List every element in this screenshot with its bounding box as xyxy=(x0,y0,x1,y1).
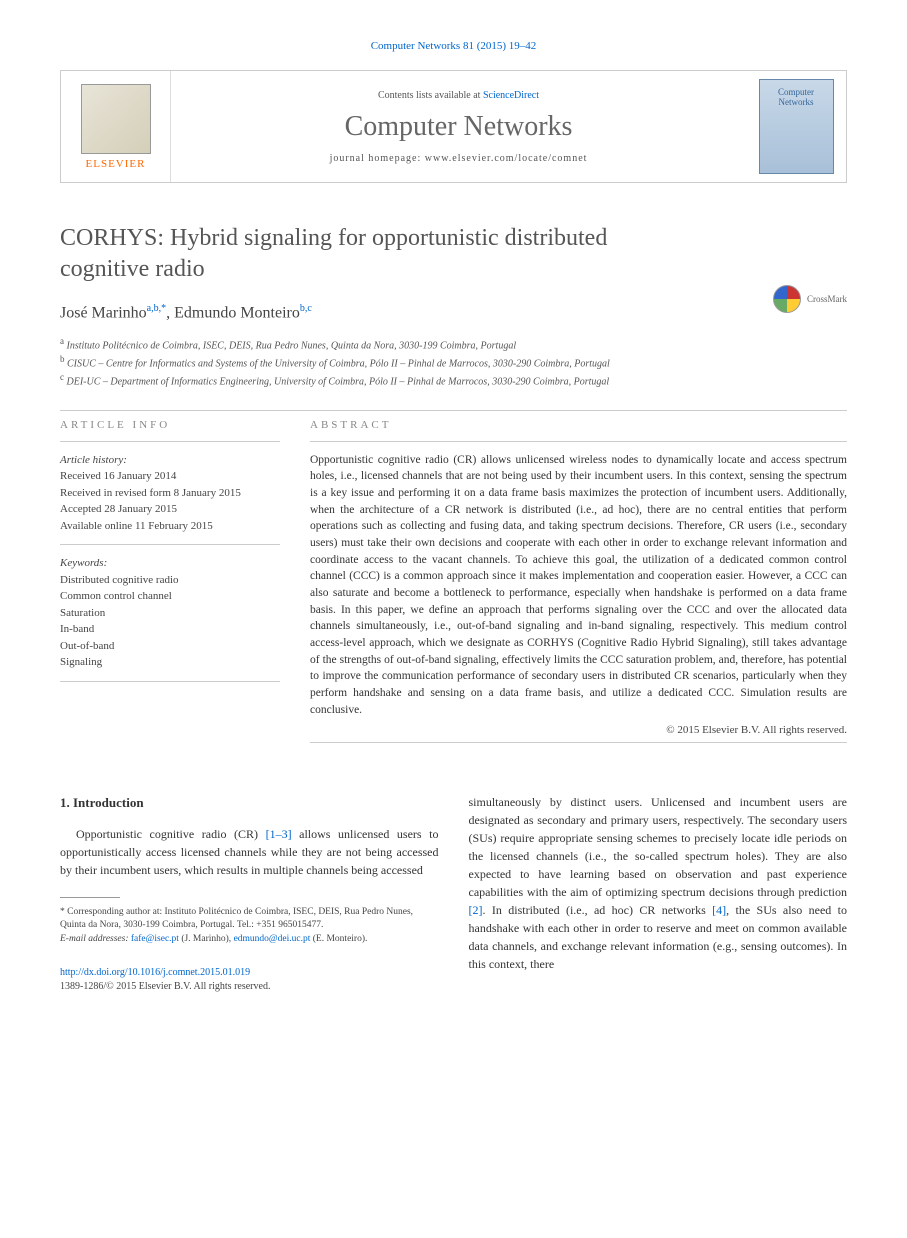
keywords-label: Keywords: xyxy=(60,555,280,572)
article-history: Article history: Received 16 January 201… xyxy=(60,441,280,545)
keyword-3: Saturation xyxy=(60,605,280,622)
body-col-left: 1. Introduction Opportunistic cognitive … xyxy=(60,793,439,993)
journal-name: Computer Networks xyxy=(181,111,736,143)
masthead-center: Contents lists available at ScienceDirec… xyxy=(171,71,746,182)
homepage-url[interactable]: www.elsevier.com/locate/comnet xyxy=(425,153,588,164)
footnotes: * Corresponding author at: Instituto Pol… xyxy=(60,906,439,946)
crossmark-icon xyxy=(773,285,801,313)
header-citation: Computer Networks 81 (2015) 19–42 xyxy=(60,40,847,52)
abstract-label: abstract xyxy=(310,419,847,431)
keyword-5: Out-of-band xyxy=(60,638,280,655)
corresponding-author-note: * Corresponding author at: Instituto Pol… xyxy=(60,906,439,933)
keywords-block: Keywords: Distributed cognitive radio Co… xyxy=(60,544,280,682)
keyword-2: Common control channel xyxy=(60,588,280,605)
divider-abstract-bottom xyxy=(310,742,847,743)
affiliation-c: c DEI-UC – Department of Informatics Eng… xyxy=(60,371,847,389)
article-title: CORHYS: Hybrid signaling for opportunist… xyxy=(60,223,700,285)
history-online: Available online 11 February 2015 xyxy=(60,518,280,535)
abstract-column: abstract Opportunistic cognitive radio (… xyxy=(310,419,847,744)
publisher-name: ELSEVIER xyxy=(86,158,146,170)
sciencedirect-link[interactable]: ScienceDirect xyxy=(483,90,539,101)
affiliation-a: a Instituto Politécnico de Coimbra, ISEC… xyxy=(60,335,847,353)
crossmark-label: CrossMark xyxy=(807,294,847,304)
footnote-separator xyxy=(60,897,120,898)
author-1-affil: a,b, xyxy=(147,303,161,314)
abstract-copyright: © 2015 Elsevier B.V. All rights reserved… xyxy=(310,724,847,736)
contents-prefix: Contents lists available at xyxy=(378,90,483,101)
elsevier-tree-icon xyxy=(81,84,151,154)
author-sep: , xyxy=(166,305,174,322)
keyword-4: In-band xyxy=(60,621,280,638)
history-label: Article history: xyxy=(60,452,280,469)
author-2-affil: b,c xyxy=(300,303,312,314)
email-1-link[interactable]: fafe@isec.pt xyxy=(131,934,179,944)
author-1: José Marinho xyxy=(60,305,147,322)
masthead-right: Computer Networks xyxy=(746,71,846,182)
author-2: Edmundo Monteiro xyxy=(174,305,300,322)
issn-copyright: 1389-1286/© 2015 Elsevier B.V. All right… xyxy=(60,980,439,994)
affiliations: a Instituto Politécnico de Coimbra, ISEC… xyxy=(60,335,847,390)
history-received: Received 16 January 2014 xyxy=(60,468,280,485)
footer-block: http://dx.doi.org/10.1016/j.comnet.2015.… xyxy=(60,966,439,994)
intro-para-2: simultaneously by distinct users. Unlice… xyxy=(469,793,848,973)
info-abstract-row: article info Article history: Received 1… xyxy=(60,419,847,744)
cover-text-2: Networks xyxy=(779,98,814,108)
ref-1-3[interactable]: [1–3] xyxy=(266,827,292,841)
email-addresses: E-mail addresses: fafe@isec.pt (J. Marin… xyxy=(60,933,439,946)
publisher-block: ELSEVIER xyxy=(61,71,171,182)
keyword-6: Signaling xyxy=(60,654,280,671)
divider-top xyxy=(60,410,847,411)
info-label: article info xyxy=(60,419,280,431)
article-info-column: article info Article history: Received 1… xyxy=(60,419,280,744)
intro-para-1: Opportunistic cognitive radio (CR) [1–3]… xyxy=(60,825,439,879)
doi-link[interactable]: http://dx.doi.org/10.1016/j.comnet.2015.… xyxy=(60,967,250,978)
body-col-right: simultaneously by distinct users. Unlice… xyxy=(469,793,848,993)
history-revised: Received in revised form 8 January 2015 xyxy=(60,485,280,502)
ref-4[interactable]: [4] xyxy=(712,903,726,917)
section-1-heading: 1. Introduction xyxy=(60,793,439,813)
crossmark-badge[interactable]: CrossMark xyxy=(773,285,847,313)
author-list: José Marinhoa,b,*, Edmundo Monteirob,c xyxy=(60,303,847,322)
journal-cover-thumb: Computer Networks xyxy=(759,79,834,174)
journal-masthead: ELSEVIER Contents lists available at Sci… xyxy=(60,70,847,183)
body-columns: 1. Introduction Opportunistic cognitive … xyxy=(60,793,847,993)
contents-line: Contents lists available at ScienceDirec… xyxy=(181,90,736,101)
keyword-1: Distributed cognitive radio xyxy=(60,572,280,589)
affiliation-b: b CISUC – Centre for Informatics and Sys… xyxy=(60,353,847,371)
journal-homepage: journal homepage: www.elsevier.com/locat… xyxy=(181,153,736,164)
ref-2[interactable]: [2] xyxy=(469,903,483,917)
history-accepted: Accepted 28 January 2015 xyxy=(60,501,280,518)
homepage-prefix: journal homepage: xyxy=(330,153,425,164)
abstract-text: Opportunistic cognitive radio (CR) allow… xyxy=(310,441,847,719)
email-2-link[interactable]: edmundo@dei.uc.pt xyxy=(234,934,311,944)
